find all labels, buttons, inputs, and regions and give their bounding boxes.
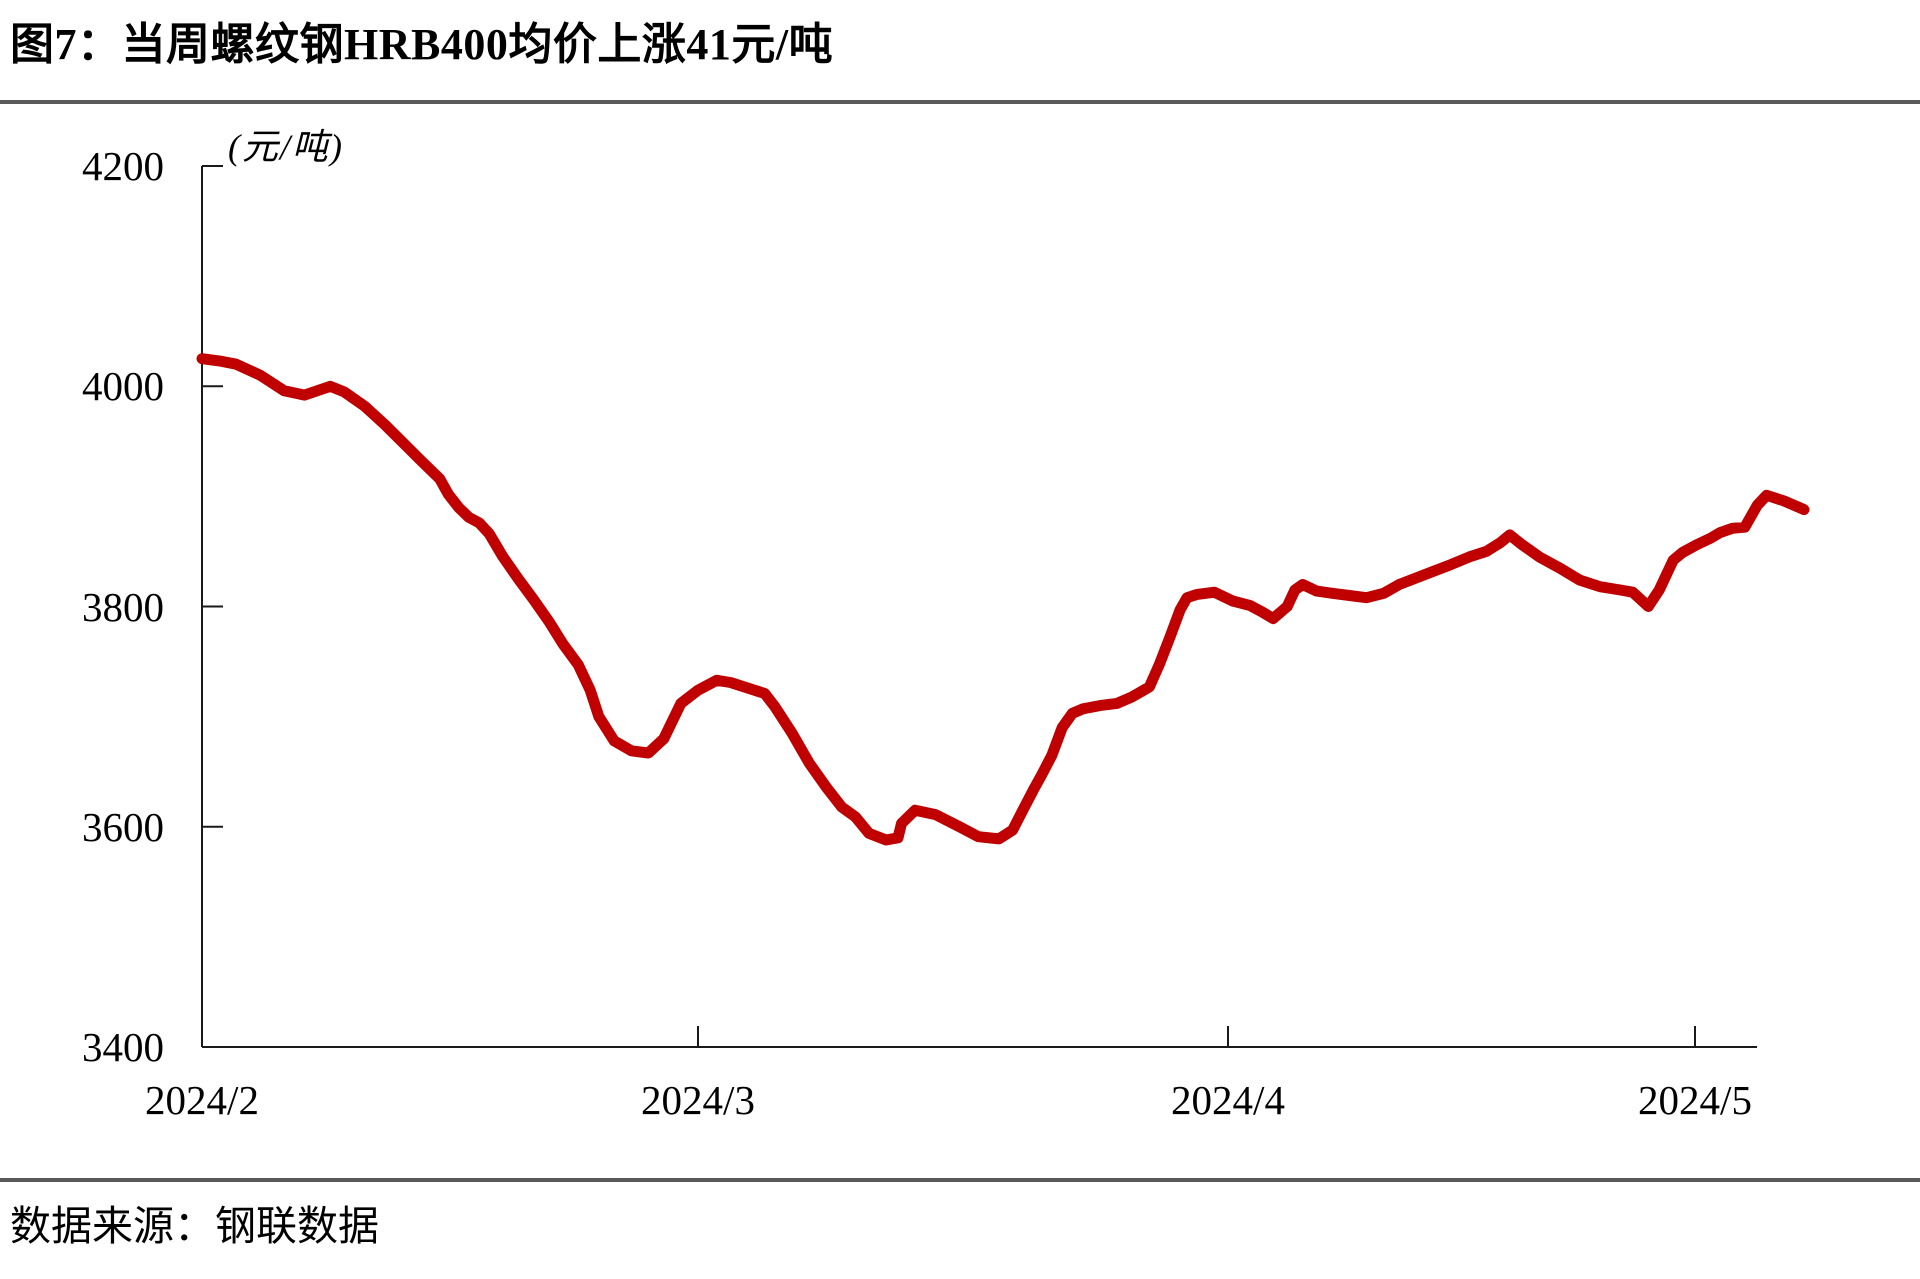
y-axis-unit-label: (元/吨): [228, 127, 344, 167]
title-divider: [0, 100, 1920, 104]
y-axis-tick-label: 3400: [82, 1024, 164, 1070]
y-axis-tick-label: 3800: [82, 583, 164, 630]
x-axis-tick-label: 2024/4: [1171, 1077, 1285, 1123]
source-divider: [0, 1178, 1920, 1182]
price-series-line: [196, 353, 1810, 846]
figure-title: 图7：当周螺纹钢HRB400均价上涨41元/吨: [10, 20, 834, 69]
data-source: 数据来源：钢联数据: [10, 1203, 379, 1249]
x-axis-tick-label: 2024/3: [641, 1077, 755, 1123]
x-axis-tick-label: 2024/5: [1638, 1077, 1752, 1123]
y-axis-tick-label: 4000: [82, 363, 164, 410]
y-axis-tick-label: 4200: [82, 143, 164, 189]
y-axis-tick-label: 3600: [82, 803, 164, 850]
x-axis-tick-label: 2024/2: [145, 1077, 259, 1123]
